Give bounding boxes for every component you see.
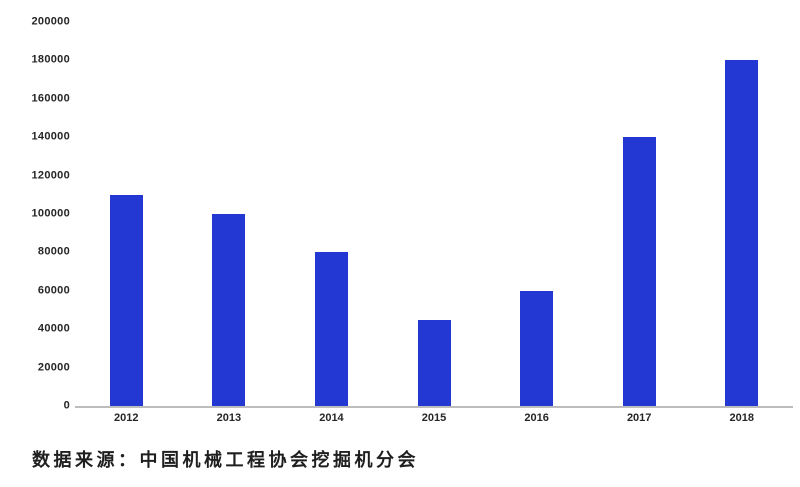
x-tick-label: 2018 bbox=[729, 412, 754, 424]
plot-area: 2012 2013 2014 2015 2016 2017 2018 bbox=[75, 22, 793, 424]
x-tick-label: 2017 bbox=[626, 412, 652, 424]
y-tick-label: 0 bbox=[63, 399, 70, 412]
bar bbox=[314, 252, 348, 406]
bar bbox=[725, 60, 759, 406]
y-tick-label: 40000 bbox=[37, 322, 70, 335]
bar bbox=[417, 319, 451, 406]
bar-chart: 0 20000 40000 60000 80000 100000 120000 140000 1… bbox=[0, 16, 793, 424]
bar bbox=[520, 290, 554, 406]
x-tick-label: 2012 bbox=[114, 412, 139, 424]
y-tick-label: 160000 bbox=[31, 92, 70, 105]
bar-column: 2014 bbox=[280, 22, 383, 424]
y-tick-label: 180000 bbox=[31, 53, 70, 66]
bar bbox=[622, 137, 656, 406]
bar-column: 2015 bbox=[383, 22, 486, 424]
bar bbox=[109, 194, 143, 406]
bar-column: 2013 bbox=[178, 22, 281, 424]
bar-column: 2018 bbox=[690, 22, 793, 424]
y-tick-label: 140000 bbox=[31, 130, 70, 143]
bar-column: 2017 bbox=[588, 22, 691, 424]
bar bbox=[212, 214, 246, 406]
y-axis: 0 20000 40000 60000 80000 100000 120000 140000 1… bbox=[0, 16, 70, 411]
x-tick-label: 2013 bbox=[216, 412, 242, 424]
x-tick-label: 2016 bbox=[524, 412, 549, 424]
source-caption: 数据来源：中国机械工程协会挖掘机分会 bbox=[32, 450, 419, 470]
x-tick-label: 2015 bbox=[421, 412, 447, 424]
bar-column: 2016 bbox=[485, 22, 588, 424]
y-tick-label: 80000 bbox=[37, 245, 70, 258]
y-tick-label: 60000 bbox=[37, 284, 70, 297]
y-tick-label: 200000 bbox=[31, 15, 70, 28]
y-tick-label: 120000 bbox=[31, 169, 70, 182]
y-tick-label: 20000 bbox=[37, 361, 70, 374]
y-tick-label: 100000 bbox=[31, 207, 70, 220]
x-tick-label: 2014 bbox=[319, 412, 344, 424]
bar-column: 2012 bbox=[75, 22, 178, 424]
